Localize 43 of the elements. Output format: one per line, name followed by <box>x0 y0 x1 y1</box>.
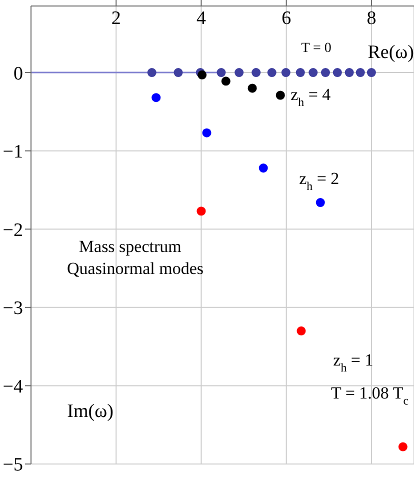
point <box>332 68 342 78</box>
point <box>320 68 330 78</box>
y-tick-label: −1 <box>2 142 23 163</box>
annotation: Quasinormal modes <box>67 258 204 278</box>
point <box>252 68 261 78</box>
y-tick-label: 0 <box>14 63 23 84</box>
y-tick-label: −4 <box>2 376 24 398</box>
point <box>296 68 305 78</box>
x-tick-label: 6 <box>282 8 292 29</box>
point <box>267 68 276 78</box>
y-tick-label: −3 <box>2 298 23 320</box>
x-tick-label: 4 <box>196 8 206 29</box>
point <box>398 442 408 452</box>
point <box>216 68 226 78</box>
x-tick-label: 8 <box>366 8 376 29</box>
y-tick-label: −5 <box>2 454 23 476</box>
point <box>196 206 206 216</box>
x-tick-label: 2 <box>111 8 121 29</box>
point <box>152 93 161 102</box>
series-label: z$_{h}$ = 2 <box>299 168 340 193</box>
point <box>276 90 285 100</box>
point <box>147 68 156 78</box>
point <box>281 68 290 78</box>
point <box>221 76 230 86</box>
point <box>202 128 212 138</box>
annotation: Mass spectrum <box>78 236 182 256</box>
point <box>344 68 354 78</box>
point <box>234 68 244 78</box>
x-axis-title: Re(ω) <box>368 42 414 64</box>
point <box>356 68 365 78</box>
y-tick-label: −2 <box>2 220 23 241</box>
point <box>308 68 318 78</box>
annotation: T = 1.08 T$_{c}$ <box>331 383 409 408</box>
point <box>296 326 306 336</box>
series-label: T = 0 <box>301 41 332 56</box>
y-axis-title: Im(ω) <box>67 401 114 422</box>
point <box>258 164 268 173</box>
series-label: z$_{h}$ = 1 <box>333 350 374 374</box>
point <box>248 84 257 93</box>
point <box>366 68 376 78</box>
point <box>316 198 325 208</box>
series-label: z$_{h}$ = 4 <box>290 84 332 109</box>
point <box>174 68 183 78</box>
